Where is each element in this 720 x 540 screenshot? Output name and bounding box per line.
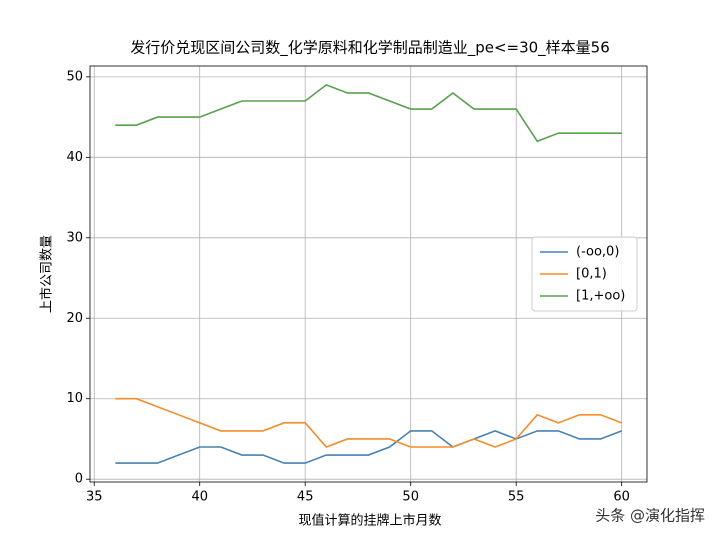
series-line	[115, 430, 622, 464]
x-tick-label: 55	[508, 490, 525, 505]
x-tick-label: 45	[297, 490, 314, 505]
x-tick-label: 60	[613, 490, 630, 505]
plot-frame	[89, 65, 648, 483]
y-tick-label: 10	[66, 391, 83, 406]
y-tick-label: 50	[66, 69, 83, 84]
y-tick-label: 20	[66, 311, 83, 326]
y-axis-label: 上市公司数量	[39, 235, 55, 313]
series-line	[115, 84, 622, 143]
y-tick-label: 40	[66, 150, 83, 165]
x-tick-label: 35	[86, 490, 103, 505]
legend-label: [1,+oo)	[576, 289, 625, 304]
legend-label: (-oo,0)	[576, 245, 619, 260]
x-tick-label: 40	[191, 490, 208, 505]
x-axis-label: 现值计算的挂牌上市月数	[298, 513, 441, 529]
watermark: 头条 @演化指挥	[595, 507, 705, 525]
legend: (-oo,0) [0,1) [1,+oo)	[531, 236, 638, 312]
y-tick-label: 30	[66, 230, 83, 245]
series-line	[115, 397, 622, 448]
y-tick-label: 0	[75, 472, 83, 487]
legend-box	[531, 236, 638, 312]
x-tick-label: 50	[402, 490, 419, 505]
legend-label: [0,1)	[576, 267, 607, 282]
chart-title: 发行价兑现区间公司数_化学原料和化学制品制造业_pe<=30_样本量56	[130, 39, 610, 58]
